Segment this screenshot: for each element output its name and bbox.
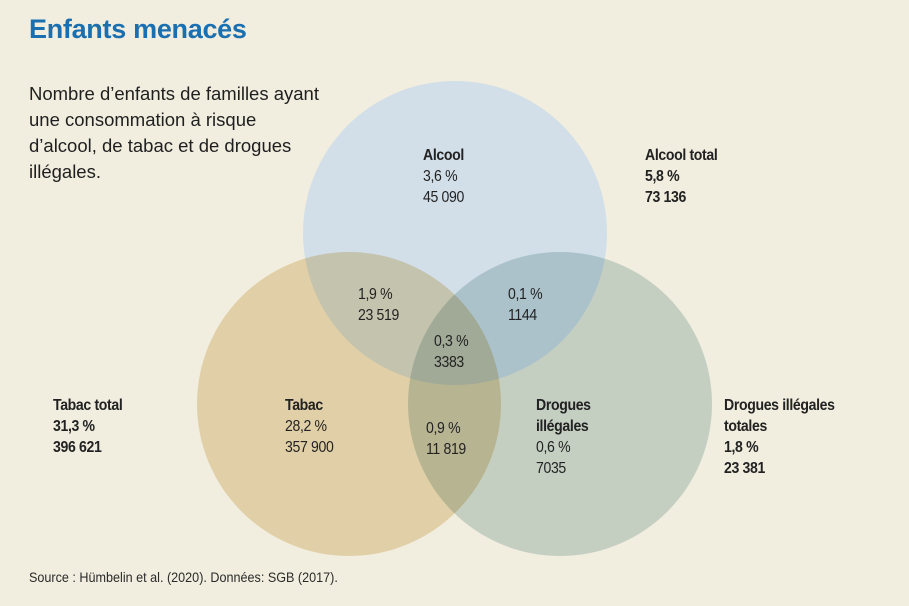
label-alcool-tabac: 1,9 % 23 519 xyxy=(358,286,399,324)
circle-drogues xyxy=(408,252,712,556)
label-alcool-drogues: 0,1 % 1144 xyxy=(508,286,543,324)
label-alcool: Alcool 3,6 % 45 090 xyxy=(423,147,464,206)
label-drogues: Drogues illégales 0,6 % 7035 xyxy=(536,397,591,477)
label-alcool-total: Alcool total 5,8 % 73 136 xyxy=(645,147,718,206)
intro-text: Nombre d’enfants de familles ayant une c… xyxy=(29,83,319,182)
label-drogues-total: Drogues illégales totales 1,8 % 23 381 xyxy=(724,397,835,477)
label-all-three: 0,3 % 3383 xyxy=(434,333,469,371)
page-title: Enfants menacés xyxy=(29,14,247,44)
label-tabac: Tabac 28,2 % 357 900 xyxy=(285,397,334,456)
source-note: Source : Hümbelin et al. (2020). Données… xyxy=(29,569,338,585)
label-tabac-drogues: 0,9 % 11 819 xyxy=(426,420,466,458)
circle-tabac xyxy=(197,252,501,556)
label-tabac-total: Tabac total 31,3 % 396 621 xyxy=(53,397,123,456)
